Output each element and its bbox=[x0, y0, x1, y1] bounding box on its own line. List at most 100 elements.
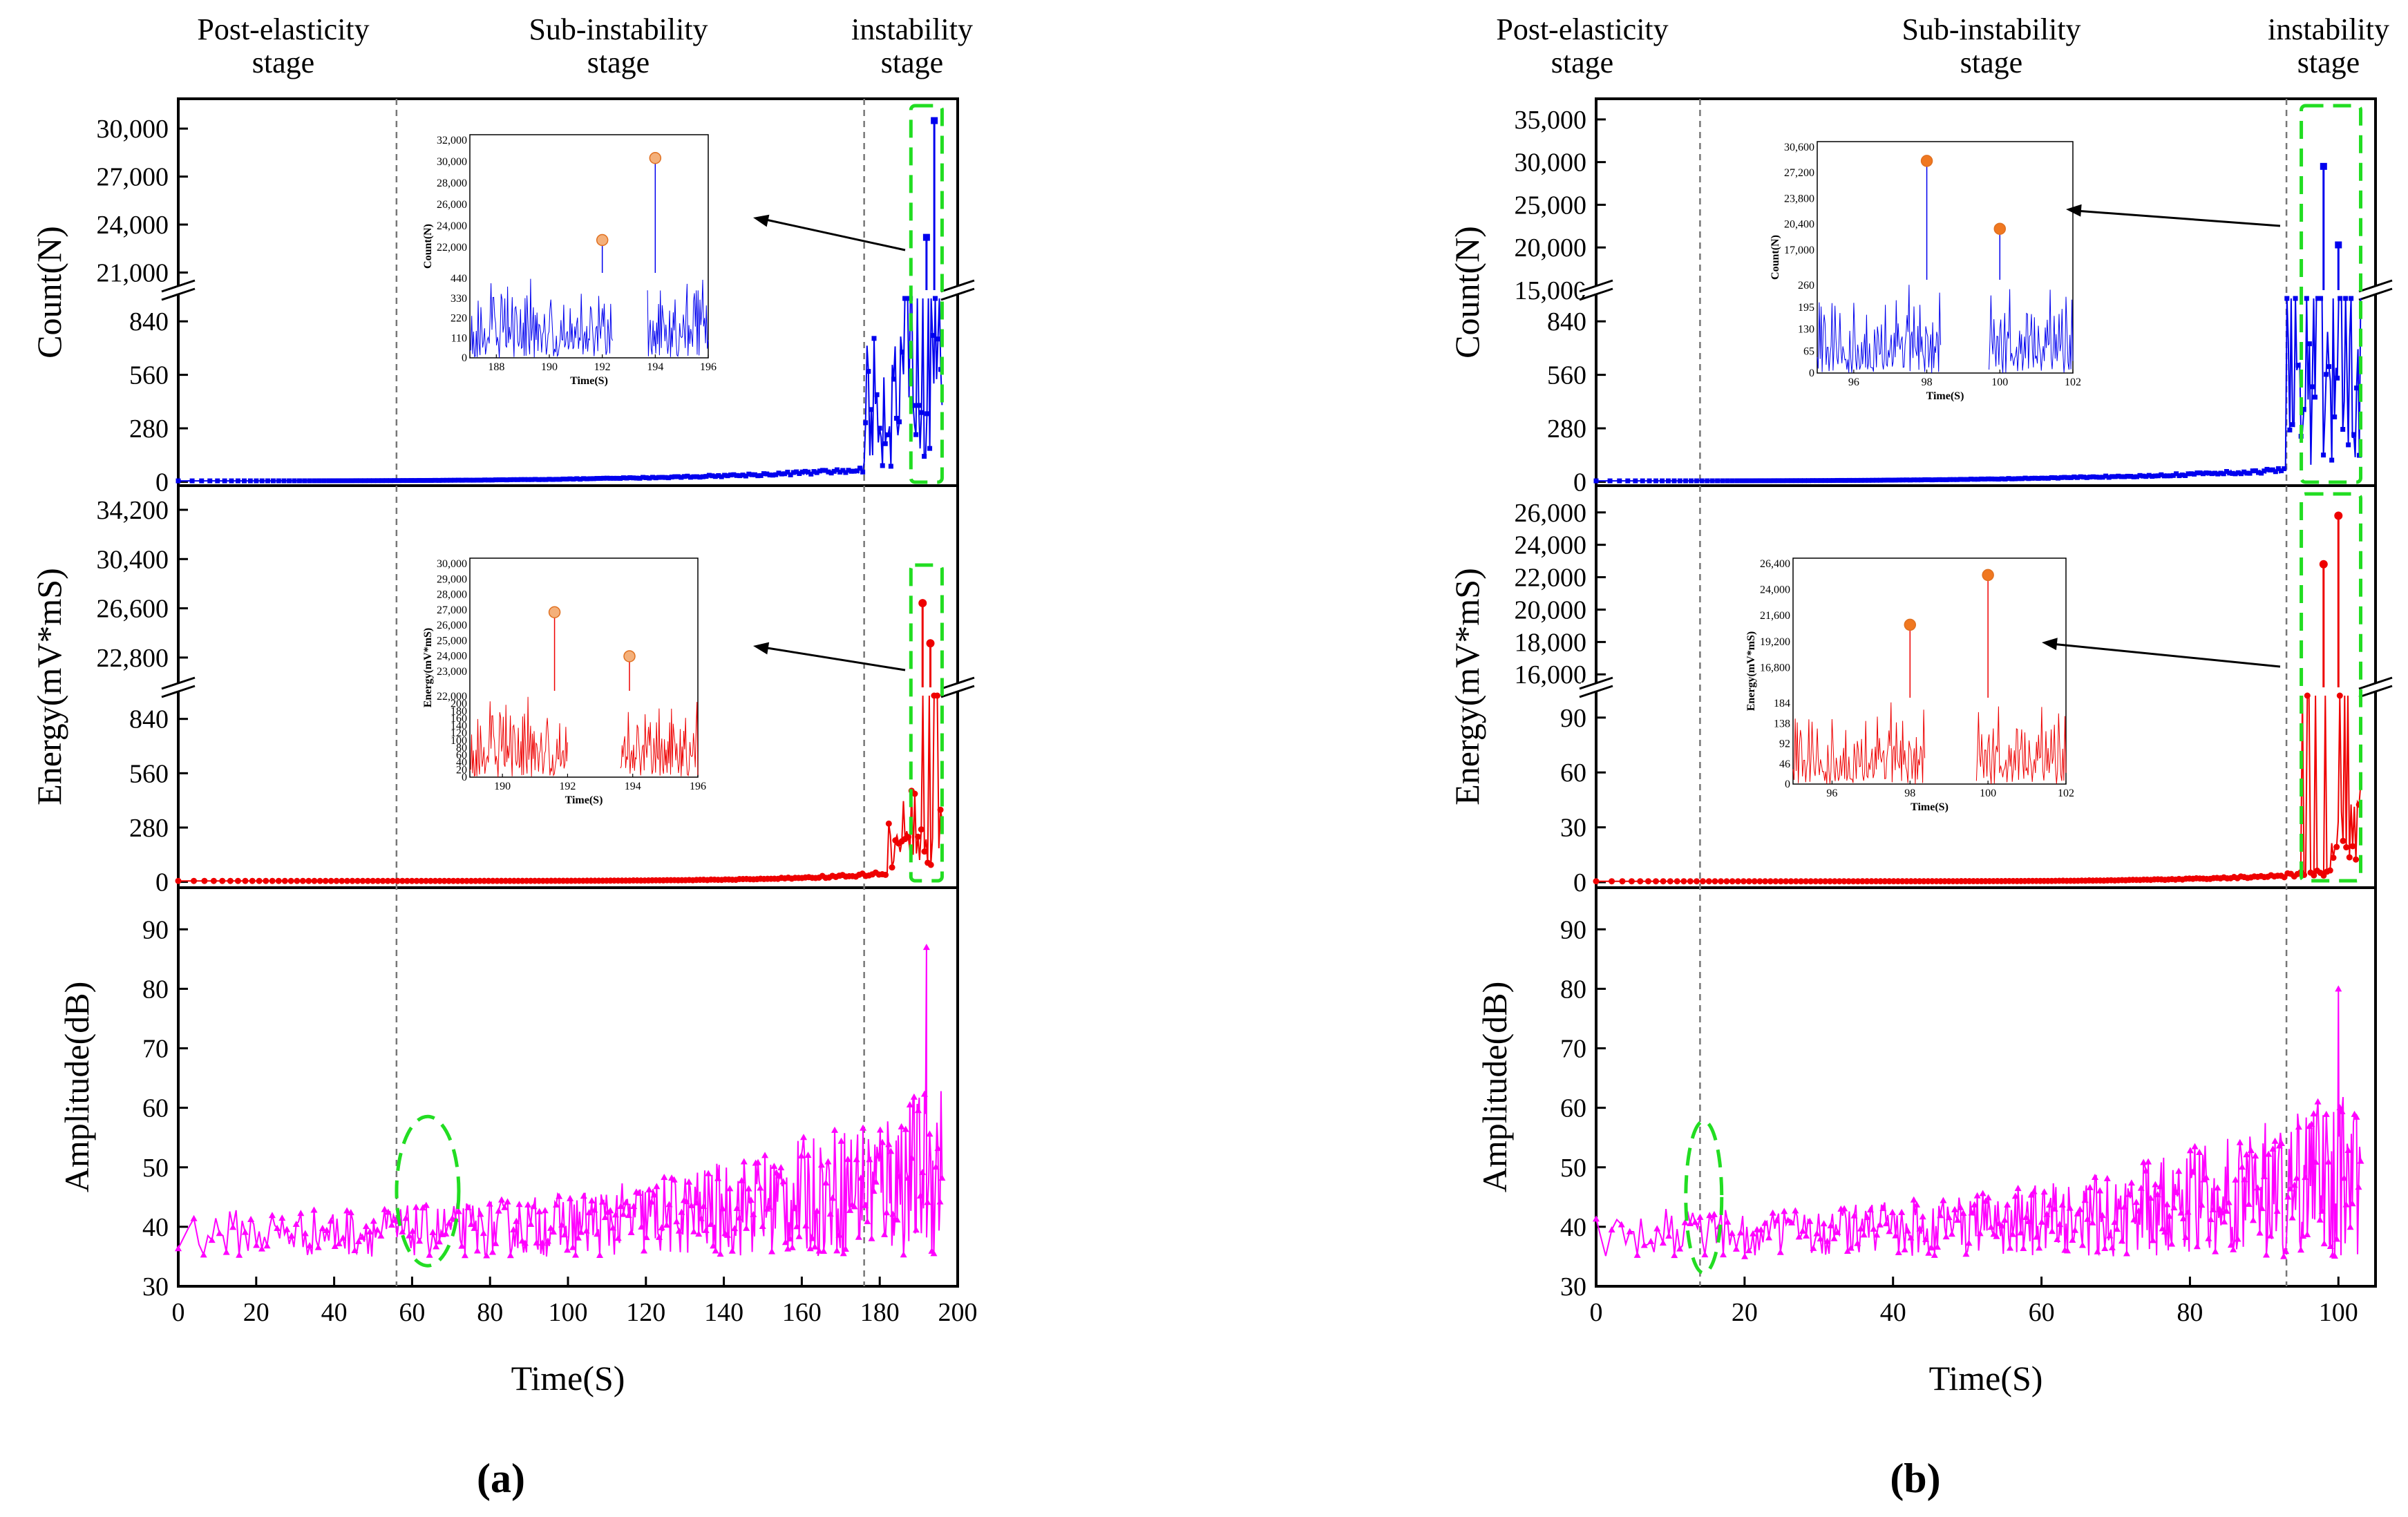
count-data-point bbox=[2009, 476, 2015, 481]
count-data-point bbox=[710, 473, 715, 479]
amplitude-data-point bbox=[2156, 1183, 2164, 1190]
amplitude-data-point bbox=[1971, 1201, 1978, 1208]
count-data-point bbox=[666, 475, 672, 481]
amplitude-data-point bbox=[288, 1232, 296, 1239]
count-data-point bbox=[2146, 473, 2152, 478]
amplitude-data-point bbox=[2214, 1184, 2221, 1191]
count-data-point bbox=[2194, 470, 2200, 476]
count-inset-x-tick-label: 196 bbox=[700, 361, 717, 373]
amplitude-data-point bbox=[2127, 1179, 2135, 1186]
count-data-point bbox=[767, 473, 772, 478]
amplitude-data-point bbox=[384, 1208, 392, 1215]
count-data-point bbox=[863, 420, 869, 426]
count-data-point bbox=[2315, 296, 2321, 301]
x-tick-label: 100 bbox=[549, 1298, 588, 1327]
count-data-point bbox=[270, 478, 276, 484]
amplitude-data-point bbox=[705, 1170, 712, 1176]
energy-data-point bbox=[455, 877, 462, 884]
amplitude-data-point bbox=[2106, 1232, 2114, 1239]
count-data-point bbox=[540, 477, 545, 482]
amplitude-data-point bbox=[904, 1174, 911, 1181]
count-data-point bbox=[712, 474, 718, 479]
energy-axis-break-mark bbox=[161, 676, 196, 690]
amplitude-data-point bbox=[2094, 1248, 2101, 1254]
amplitude-data-point bbox=[1773, 1217, 1781, 1223]
amplitude-data-point bbox=[241, 1228, 249, 1235]
amplitude-data-point bbox=[2227, 1241, 2235, 1248]
amplitude-tick-label: 50 bbox=[1560, 1154, 1586, 1183]
energy-data-point bbox=[349, 877, 356, 884]
amplitude-axis-title: Amplitude(dB) bbox=[1475, 982, 1514, 1193]
amplitude-tick-label: 60 bbox=[1560, 1094, 1586, 1123]
count-data-point bbox=[1699, 478, 1705, 484]
energy-data-point bbox=[1873, 878, 1879, 885]
energy-inset-series bbox=[1792, 702, 2067, 784]
amplitude-data-point bbox=[1925, 1249, 1933, 1256]
count-axis-break-mark bbox=[1579, 287, 1613, 301]
count-data-point bbox=[1607, 478, 1613, 484]
energy-data-point bbox=[333, 877, 340, 884]
count-inset-lower-tick-label: 195 bbox=[1798, 302, 1814, 314]
energy-data-point bbox=[446, 877, 453, 884]
energy-data-point bbox=[413, 877, 420, 884]
energy-arrow-head bbox=[2042, 638, 2058, 651]
count-data-point bbox=[2324, 372, 2329, 377]
energy-data-point bbox=[227, 877, 234, 884]
count-data-point bbox=[620, 475, 626, 481]
count-data-point bbox=[785, 469, 790, 475]
amplitude-data-point bbox=[1757, 1226, 1765, 1233]
count-data-point bbox=[2137, 473, 2143, 478]
energy-data-point bbox=[328, 877, 334, 884]
count-data-point bbox=[776, 470, 781, 476]
energy-data-point bbox=[249, 877, 256, 884]
amplitude-data-point bbox=[2355, 1183, 2362, 1190]
count-data-point bbox=[553, 477, 559, 482]
count-data-point bbox=[2282, 466, 2287, 471]
count-data-point bbox=[2309, 384, 2315, 390]
energy-data-point bbox=[915, 833, 922, 840]
count-data-point bbox=[2006, 476, 2011, 481]
amplitude-data-point bbox=[2223, 1207, 2230, 1214]
amplitude-data-point bbox=[811, 1243, 819, 1250]
energy-data-point bbox=[281, 877, 288, 884]
amplitude-data-point bbox=[556, 1192, 563, 1199]
amplitude-data-point bbox=[855, 1233, 862, 1240]
count-data-point bbox=[1985, 476, 1991, 481]
amplitude-data-point bbox=[458, 1242, 466, 1249]
amplitude-data-point bbox=[2314, 1098, 2322, 1105]
amplitude-data-point bbox=[802, 1222, 810, 1229]
amplitude-data-point bbox=[2243, 1151, 2250, 1158]
amplitude-data-point bbox=[932, 1163, 940, 1170]
energy-upper-tick-label: 30,400 bbox=[97, 545, 169, 574]
count-data-point bbox=[584, 476, 589, 481]
amplitude-data-point bbox=[2260, 1172, 2268, 1179]
amplitude-data-point bbox=[533, 1239, 540, 1246]
amplitude-data-point bbox=[2170, 1204, 2178, 1211]
count-data-point bbox=[843, 470, 849, 475]
amplitude-data-point bbox=[2118, 1237, 2125, 1244]
amplitude-data-point bbox=[292, 1220, 300, 1227]
count-data-point bbox=[871, 336, 877, 341]
count-data-point bbox=[2094, 475, 2099, 480]
count-data-point bbox=[2244, 470, 2250, 476]
energy-lower-tick-label: 60 bbox=[1560, 758, 1586, 788]
amplitude-data-point bbox=[1951, 1205, 1959, 1212]
amplitude-data-point bbox=[824, 1158, 832, 1165]
count-data-point bbox=[525, 477, 531, 482]
amplitude-data-point bbox=[2291, 1181, 2298, 1188]
amplitude-data-point bbox=[692, 1199, 700, 1205]
count-data-point bbox=[2036, 476, 2041, 481]
amplitude-data-point bbox=[2113, 1225, 2121, 1232]
energy-axis-break-mark bbox=[161, 685, 196, 698]
count-data-point bbox=[869, 407, 874, 412]
count-data-point bbox=[2042, 475, 2048, 481]
amplitude-data-point bbox=[1898, 1208, 1906, 1215]
energy-data-point bbox=[1846, 878, 1852, 885]
amplitude-tick-label: 60 bbox=[142, 1094, 169, 1123]
energy-data-point bbox=[2353, 856, 2360, 863]
count-upper-tick-label: 21,000 bbox=[97, 259, 169, 288]
count-data-point bbox=[1780, 478, 1785, 484]
count-data-point bbox=[749, 472, 755, 477]
amplitude-data-point bbox=[258, 1245, 265, 1252]
amplitude-data-point bbox=[2353, 1113, 2360, 1120]
